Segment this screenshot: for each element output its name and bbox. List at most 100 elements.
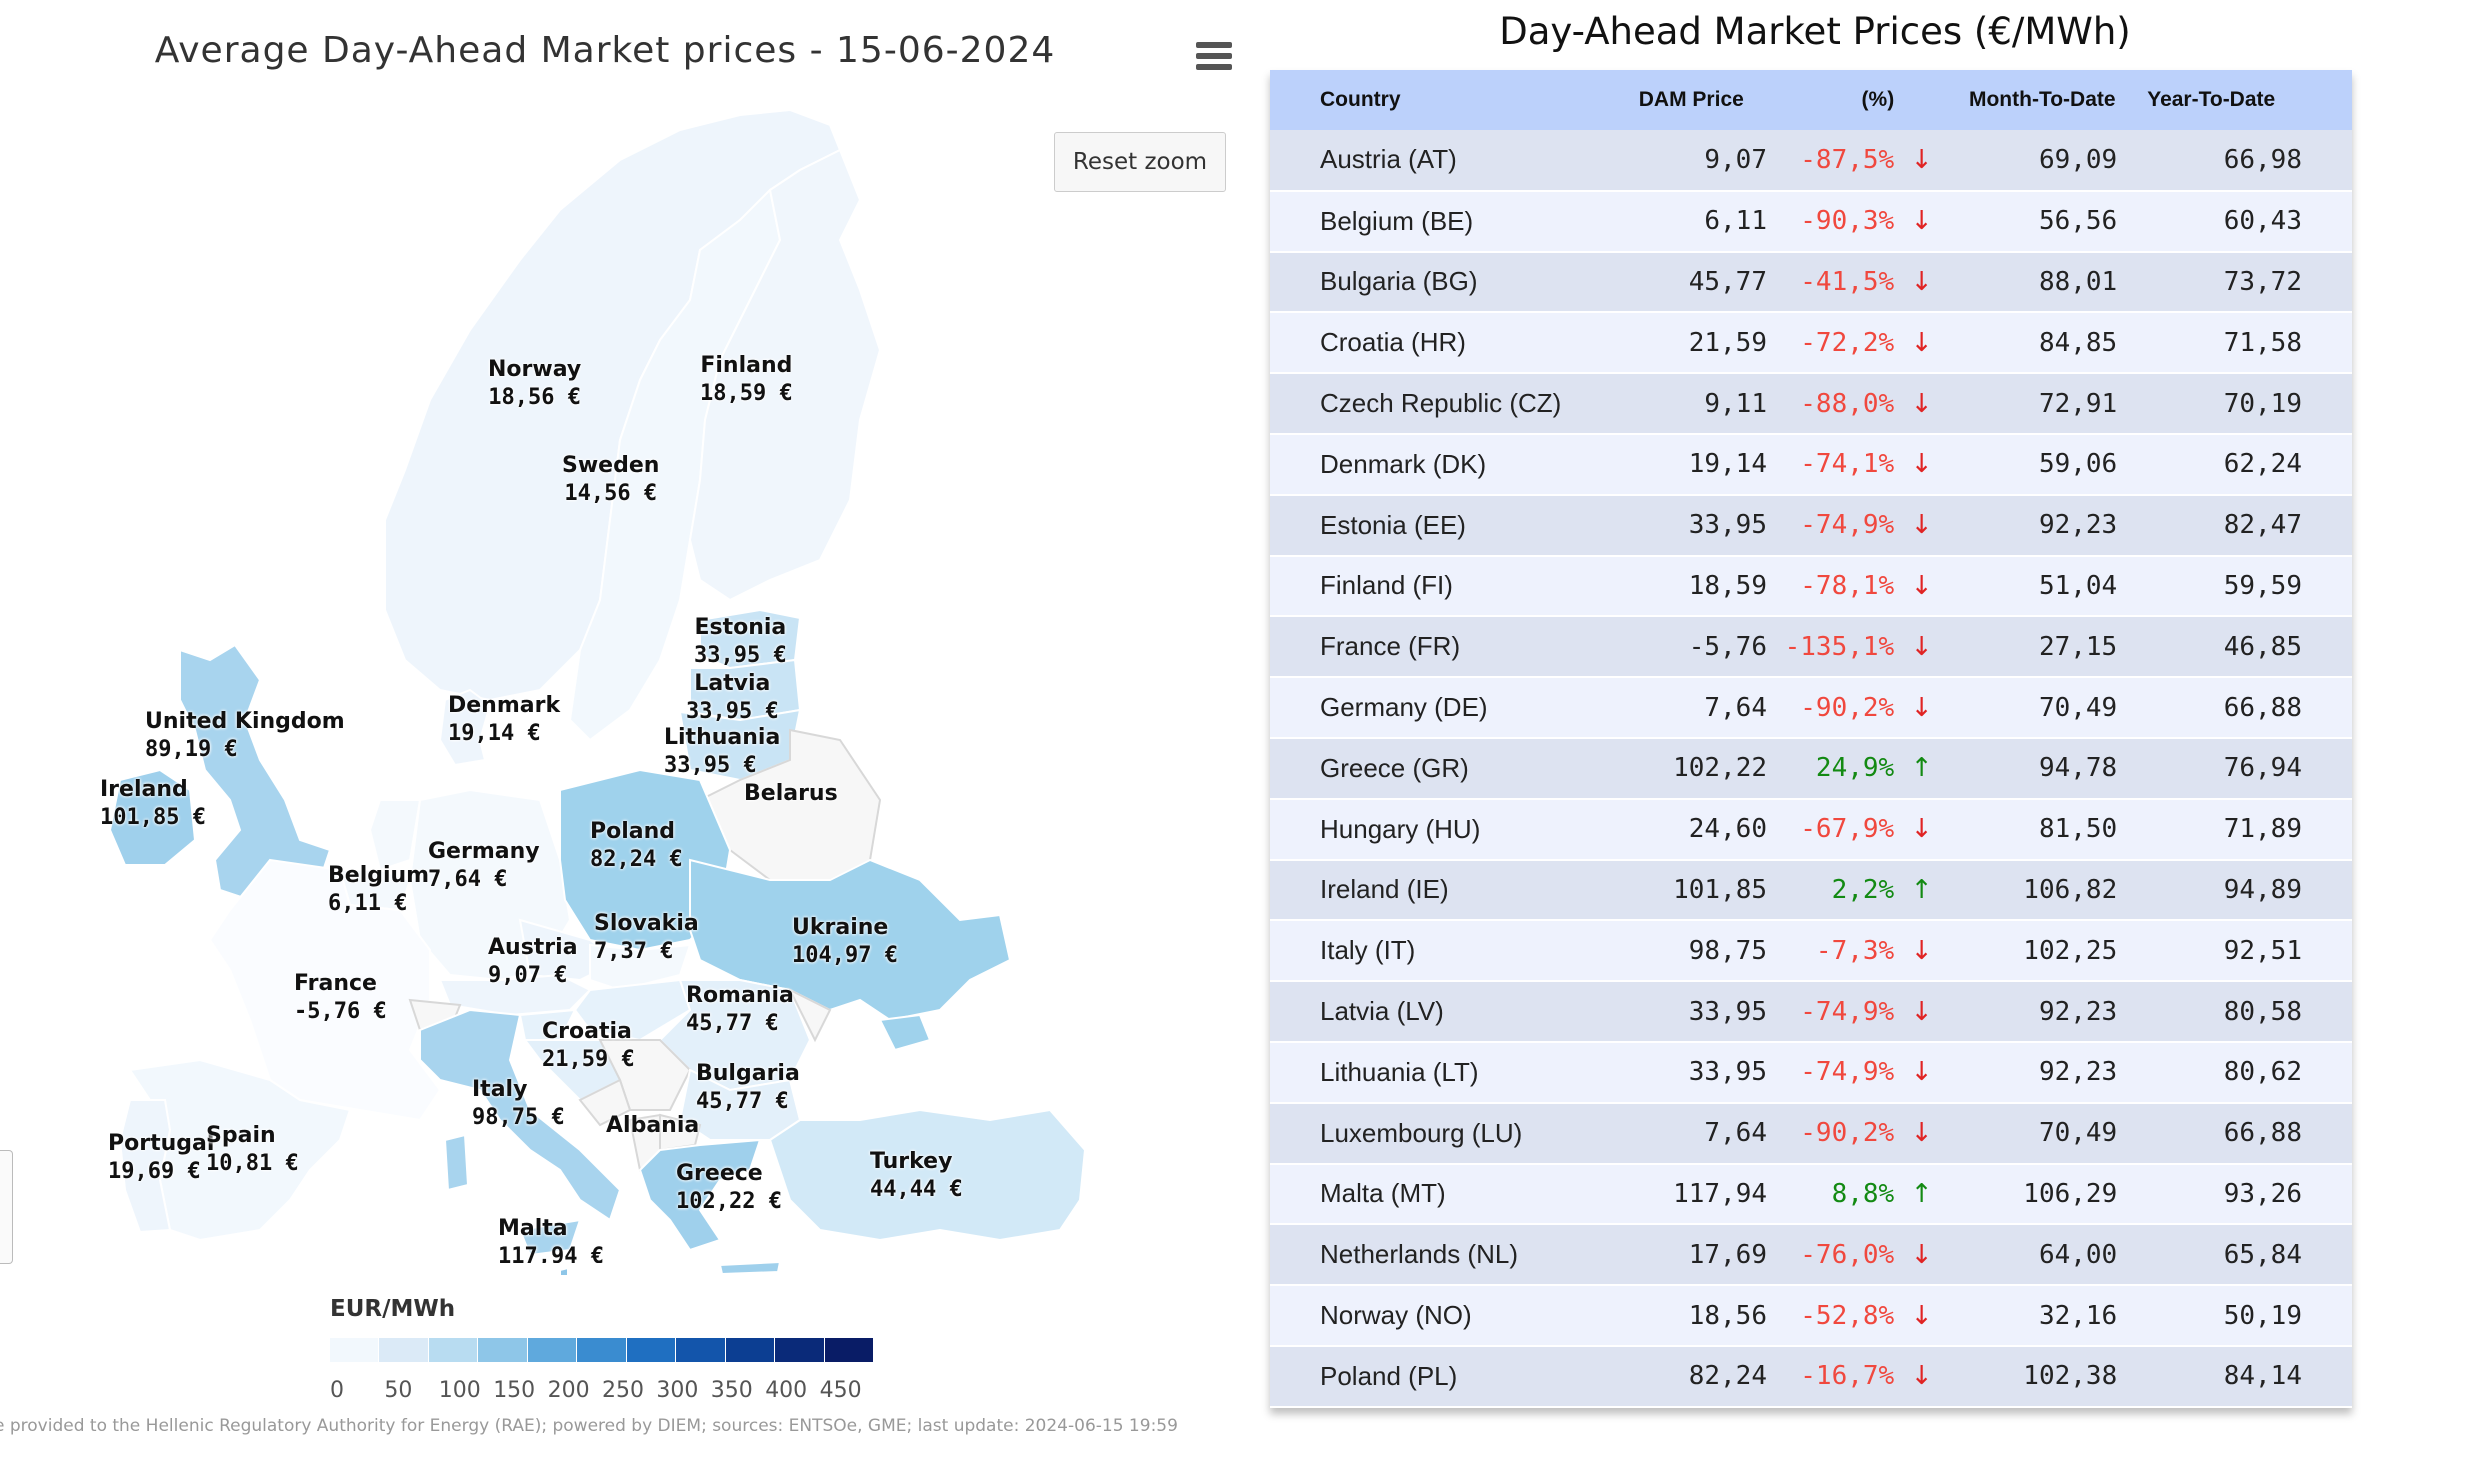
map-malta[interactable]: [559, 1266, 569, 1276]
table-row[interactable]: Germany (DE) 7,64 -90,2% ↓ 70,49 66,88: [1270, 677, 2352, 738]
table-row[interactable]: Lithuania (LT) 33,95 -74,9% ↓ 92,23 80,62: [1270, 1041, 2352, 1103]
cell-country: Belgium (BE): [1320, 205, 1474, 236]
cell-year-to-date: 62,24: [2223, 449, 2302, 480]
cell-country: Italy (IT): [1320, 935, 1416, 966]
arrow-down-icon: ↓: [1910, 570, 1933, 601]
map-sicily[interactable]: [518, 1218, 582, 1257]
table-row[interactable]: Finland (FI) 18,59 -78,1% ↓ 51,04 59,59: [1270, 555, 2352, 617]
table-row[interactable]: Austria (AT) 9,07 -87,5% ↓ 69,09 66,98: [1270, 130, 2352, 191]
cell-country: Luxembourg (LU): [1320, 1117, 1523, 1148]
map-netherlands[interactable]: [368, 799, 422, 872]
cell-country: Latvia (LV): [1320, 996, 1444, 1027]
label-belarus: Belarus: [744, 781, 838, 806]
map-slovakia[interactable]: [589, 943, 692, 992]
cell-month-to-date: 92,23: [2038, 1057, 2118, 1088]
table-row[interactable]: Denmark (DK) 19,14 -74,1% ↓ 59,06 62,24: [1270, 433, 2352, 495]
col-country[interactable]: Country: [1320, 88, 1401, 111]
label-poland: Poland 82,24 €: [590, 819, 683, 872]
label-denmark: Denmark 19,14 €: [448, 693, 561, 746]
cell-month-to-date: 70,49: [2038, 692, 2118, 723]
label-belgium: Belgium 6,11 €: [328, 863, 430, 916]
table-row[interactable]: Croatia (HR) 21,59 -72,2% ↓ 84,85 71,58: [1270, 312, 2352, 374]
europe-map[interactable]: [0, 0, 1260, 1276]
legend-swatch: [379, 1338, 429, 1362]
cell-month-to-date: 69,09: [2038, 144, 2118, 175]
table-row[interactable]: Greece (GR) 102,22 24,9% ↑ 94,78 76,94: [1270, 737, 2352, 799]
cell-year-to-date: 60,43: [2223, 206, 2302, 237]
map-sardinia[interactable]: [443, 1133, 470, 1192]
cell-year-to-date: 80,62: [2223, 1057, 2302, 1088]
cell-dam-price: 17,69: [1688, 1239, 1767, 1270]
cell-dam-price: 117,94: [1673, 1178, 1767, 1209]
map-bosnia[interactable]: [578, 1078, 632, 1127]
cell-pct-change: -90,2%: [1800, 692, 1895, 723]
cell-year-to-date: 73,72: [2223, 266, 2302, 297]
map-italy[interactable]: [419, 1008, 622, 1222]
legend-swatch: [775, 1338, 825, 1362]
table-row[interactable]: Belgium (BE) 6,11 -90,3% ↓ 56,56 60,43: [1270, 190, 2352, 252]
table-row[interactable]: Bulgaria (BG) 45,77 -41,5% ↓ 88,01 73,72: [1270, 251, 2352, 313]
cell-dam-price: 45,77: [1688, 266, 1767, 297]
cell-country: Norway (NO): [1320, 1300, 1472, 1331]
arrow-down-icon: ↓: [1910, 935, 1933, 966]
map-united-kingdom[interactable]: [179, 643, 332, 902]
col-pct[interactable]: (%): [1861, 88, 1895, 111]
map-crimea[interactable]: [878, 1013, 932, 1052]
map-credits[interactable]: e provided to the Hellenic Regulatory Au…: [0, 1416, 1178, 1436]
map-greece[interactable]: [638, 1138, 762, 1252]
cell-pct-change: -76,0%: [1800, 1239, 1895, 1270]
cell-month-to-date: 27,15: [2038, 631, 2118, 662]
map-ireland[interactable]: [108, 768, 197, 866]
cell-country: Czech Republic (CZ): [1320, 388, 1562, 419]
cell-country: Lithuania (LT): [1320, 1056, 1479, 1087]
label-lithuania: Lithuania 33,95 €: [664, 725, 781, 778]
map-poland[interactable]: [559, 768, 732, 952]
table-row[interactable]: France (FR) -5,76 -135,1% ↓ 27,15 46,85: [1270, 616, 2352, 678]
table-row[interactable]: Latvia (LV) 33,95 -74,9% ↓ 92,23 80,58: [1270, 981, 2352, 1042]
table-row[interactable]: Luxembourg (LU) 7,64 -90,2% ↓ 70,49 66,88: [1270, 1102, 2352, 1164]
table-row[interactable]: Czech Republic (CZ) 9,11 -88,0% ↓ 72,91 70,19: [1270, 373, 2352, 434]
arrow-down-icon: ↓: [1910, 1057, 1933, 1088]
map-moldova[interactable]: [787, 987, 832, 1043]
cell-year-to-date: 76,94: [2223, 753, 2302, 784]
cell-year-to-date: 65,84: [2223, 1239, 2302, 1270]
label-turkey: Turkey 44,44 €: [870, 1149, 963, 1202]
legend-title: EUR/MWh: [330, 1296, 456, 1322]
table-row[interactable]: Netherlands (NL) 17,69 -76,0% ↓ 64,00 65,84: [1270, 1224, 2352, 1286]
cell-dam-price: 33,95: [1688, 996, 1767, 1027]
cell-pct-change: -87,5%: [1800, 144, 1895, 175]
col-dam-price[interactable]: DAM Price: [1638, 88, 1744, 111]
cell-pct-change: -90,3%: [1800, 206, 1895, 237]
table-row[interactable]: Italy (IT) 98,75 -7,3% ↓ 102,25 92,51: [1270, 920, 2352, 982]
map-portugal[interactable]: [118, 1099, 172, 1234]
table-row[interactable]: Poland (PL) 82,24 -16,7% ↓ 102,38 84,14: [1270, 1345, 2352, 1407]
table-row[interactable]: Estonia (EE) 33,95 -74,9% ↓ 92,23 82,47: [1270, 494, 2352, 556]
map-ukraine[interactable]: [689, 858, 1012, 1022]
map-crete[interactable]: [718, 1260, 782, 1276]
label-united-kingdom: United Kingdom 89,19 €: [145, 709, 345, 762]
arrow-down-icon: ↓: [1910, 1239, 1933, 1270]
cell-dam-price: 102,22: [1673, 753, 1767, 784]
reset-zoom-button[interactable]: Reset zoom: [1054, 132, 1226, 192]
table-row[interactable]: Hungary (HU) 24,60 -67,9% ↓ 81,50 71,89: [1270, 798, 2352, 860]
table-row[interactable]: Ireland (IE) 101,85 2,2% ↑ 106,82 94,89: [1270, 859, 2352, 921]
hamburger-menu-icon[interactable]: [1196, 42, 1232, 78]
table-row[interactable]: Malta (MT) 117,94 8,8% ↑ 106,29 93,26: [1270, 1163, 2352, 1225]
table-row[interactable]: Norway (NO) 18,56 -52,8% ↓ 32,16 50,19: [1270, 1285, 2352, 1346]
cell-country: Netherlands (NL): [1320, 1239, 1518, 1270]
cell-pct-change: -72,2%: [1800, 327, 1895, 358]
cell-dam-price: 24,60: [1688, 814, 1767, 845]
arrow-down-icon: ↓: [1910, 1300, 1933, 1331]
map-finland[interactable]: [688, 148, 882, 602]
table-header-row: Country DAM Price (%) Month-To-Date Year…: [1270, 70, 2352, 130]
cell-year-to-date: 59,59: [2223, 570, 2302, 601]
arrow-up-icon: ↑: [1910, 1178, 1933, 1209]
col-ytd[interactable]: Year-To-Date: [2147, 88, 2276, 111]
map-france[interactable]: [208, 858, 442, 1122]
cell-month-to-date: 102,38: [2023, 1361, 2118, 1392]
cell-month-to-date: 106,82: [2023, 874, 2118, 905]
map-denmark[interactable]: [438, 688, 492, 767]
map-turkey[interactable]: [768, 1108, 1087, 1242]
side-panel-tab[interactable]: [0, 1150, 13, 1264]
col-mtd[interactable]: Month-To-Date: [1968, 88, 2116, 111]
